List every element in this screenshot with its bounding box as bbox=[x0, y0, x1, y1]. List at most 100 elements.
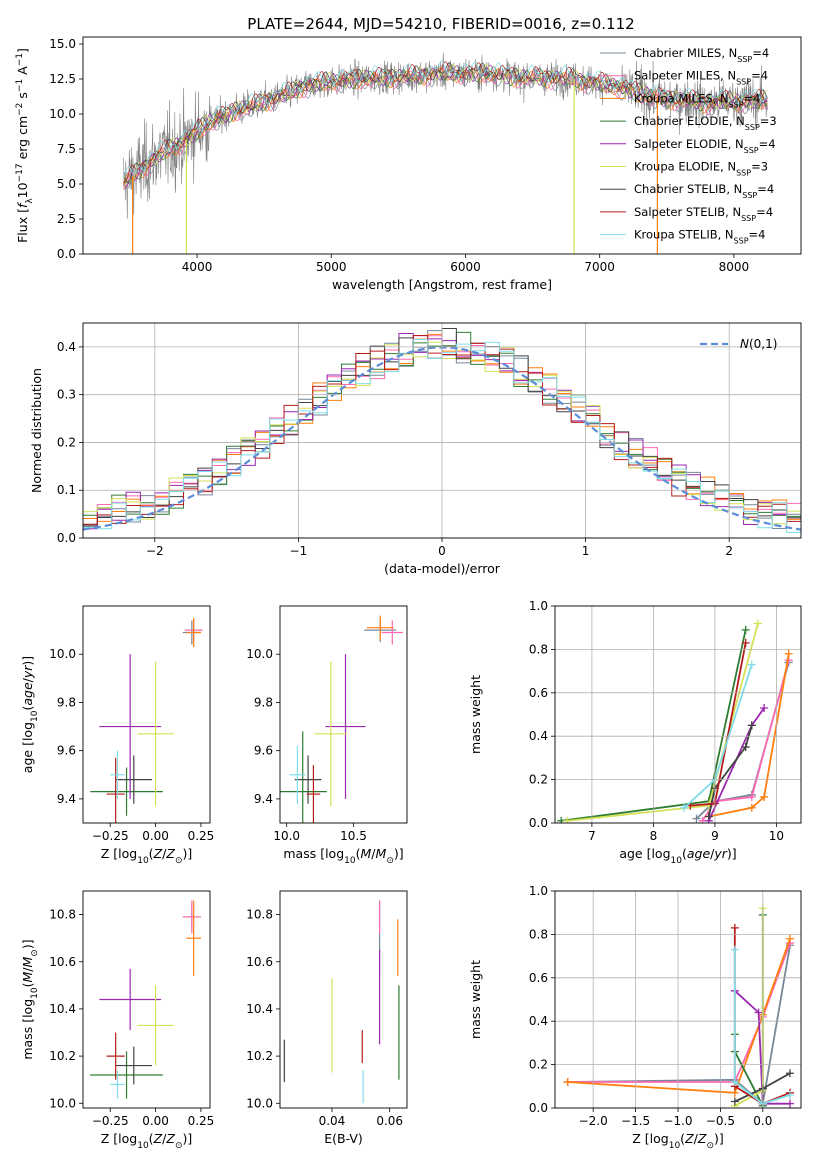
y-tick-label: 0.6 bbox=[529, 686, 548, 700]
mass-weight-marker-2 bbox=[785, 934, 794, 943]
label-part: )] bbox=[182, 846, 192, 861]
legend-label-part: =4 bbox=[751, 69, 768, 83]
legend-label-4: Salpeter ELODIE, NSSP=4 bbox=[634, 137, 776, 155]
x-axis-label: age [log10(age/yr)] bbox=[619, 846, 736, 866]
label-part: age bbox=[20, 682, 35, 706]
label-part: / bbox=[162, 846, 167, 861]
mass-weight-marker-2 bbox=[563, 1077, 572, 1086]
x-tick-label: 2 bbox=[725, 544, 733, 558]
legend-label-part: =4 bbox=[744, 91, 761, 105]
legend-label-part: =4 bbox=[749, 228, 766, 242]
mass-weight-line-8 bbox=[733, 949, 791, 1105]
legend-label-part: N bbox=[740, 337, 749, 351]
label-part: age [log bbox=[619, 846, 670, 861]
label-part: λ bbox=[25, 198, 35, 204]
legend-label-part: Kroupa MILES, N bbox=[634, 91, 729, 105]
label-part: M bbox=[20, 972, 35, 983]
legend-label-part: Chabrier ELODIE, N bbox=[634, 114, 745, 128]
mass-weight-marker-6 bbox=[730, 1097, 739, 1106]
y-tick-label: 12.5 bbox=[49, 72, 76, 86]
y-tick-label: 9.4 bbox=[254, 792, 273, 806]
x-tick-label: 10 bbox=[769, 829, 784, 843]
plot-area bbox=[90, 900, 201, 1099]
mass-weight-marker-1 bbox=[747, 792, 756, 801]
mass-weight-line-5 bbox=[734, 908, 764, 1107]
y-tick-label: 1.0 bbox=[529, 599, 548, 613]
label-part: −2 bbox=[15, 103, 25, 116]
mass-weight-line-0 bbox=[567, 945, 791, 1106]
x-axis-label: E(B-V) bbox=[324, 1131, 363, 1146]
label-part: 10 bbox=[669, 1141, 681, 1151]
y-tick-label: 0.0 bbox=[529, 816, 548, 830]
legend-label-part: SSP bbox=[741, 213, 756, 222]
y-tick-label: 10.2 bbox=[49, 1049, 76, 1063]
x-tick-label: 0.00 bbox=[142, 829, 169, 843]
spectrum-panel: 4000 5000 6000 7000 8000 0.0 2.5 5.0 7.5 10.0 12.5… bbox=[15, 36, 802, 292]
label-part: age bbox=[687, 846, 711, 861]
label-part: 10 bbox=[137, 1141, 149, 1151]
y-axis-label: Normed distribution bbox=[29, 368, 44, 493]
y-axis-label: mass [log10(M/M⊙)] bbox=[20, 939, 40, 1059]
legend-label-part: SSP bbox=[736, 77, 751, 86]
x-tick-label: −1.0 bbox=[663, 1114, 692, 1128]
label-part: f bbox=[15, 202, 30, 208]
x-tick-label: 10.5 bbox=[340, 829, 367, 843]
label-part: Normed distribution bbox=[29, 368, 44, 493]
y-axis-label: mass weight bbox=[468, 960, 483, 1039]
x-tick-label: 10.0 bbox=[273, 829, 300, 843]
legend-label-normal: N(0,1) bbox=[740, 337, 777, 351]
legend-label-part: Salpeter MILES, N bbox=[634, 69, 736, 83]
legend-label-0: Chabrier MILES, NSSP=4 bbox=[634, 46, 769, 64]
mass-weight-marker-8 bbox=[785, 1090, 794, 1099]
model-spectrum-0 bbox=[123, 69, 768, 190]
label-part: )] bbox=[20, 939, 35, 949]
y-tick-label: 10.0 bbox=[49, 1096, 76, 1110]
mass-weight-marker-8 bbox=[730, 945, 739, 954]
label-part: Z bbox=[697, 1131, 707, 1146]
label-part: Z [log bbox=[101, 846, 137, 861]
y-tick-label: 7.5 bbox=[57, 142, 76, 156]
x-tick-label: 8000 bbox=[719, 260, 750, 274]
x-tick-label: −0.5 bbox=[706, 1114, 735, 1128]
y-tick-label: 0.4 bbox=[57, 340, 76, 354]
legend-label-8: Kroupa STELIB, NSSP=4 bbox=[634, 228, 765, 246]
x-tick-label: 7 bbox=[588, 829, 596, 843]
mass-weight-marker-3 bbox=[741, 625, 750, 634]
x-tick-label: −2.0 bbox=[579, 1114, 608, 1128]
y-tick-label: 9.4 bbox=[57, 792, 76, 806]
legend-label-7: Salpeter STELIB, NSSP=4 bbox=[634, 205, 773, 223]
axes-frame bbox=[82, 36, 802, 255]
residuals-panel: −2 −1 0 1 2 0.0 0.1 0.2 0.3 0.4 (data-model)/error… bbox=[29, 322, 802, 576]
y-tick-label: 10.0 bbox=[49, 647, 76, 661]
model-spectrum-3 bbox=[123, 66, 768, 185]
label-part: Z [log bbox=[101, 1131, 137, 1146]
label-part: mass [log bbox=[20, 999, 35, 1060]
label-part: yr bbox=[713, 846, 727, 861]
y-tick-label: 10.4 bbox=[49, 1002, 76, 1016]
y-tick-label: 9.6 bbox=[57, 744, 76, 758]
y-tick-label: 9.8 bbox=[254, 695, 273, 709]
x-tick-label: −0.25 bbox=[92, 1114, 129, 1128]
x-tick-label: 0.25 bbox=[188, 829, 215, 843]
label-part: mass [log bbox=[283, 846, 344, 861]
mass-weight-marker-4 bbox=[754, 1008, 763, 1017]
axes-frame bbox=[279, 890, 408, 1109]
x-tick-label: −1 bbox=[290, 544, 308, 558]
label-part: / bbox=[162, 1131, 167, 1146]
legend-label-part: SSP bbox=[737, 55, 752, 64]
x-tick-label: 4000 bbox=[182, 260, 213, 274]
legend-label-part: SSP bbox=[734, 236, 749, 245]
x-tick-label: 7000 bbox=[584, 260, 615, 274]
label-part: age [log bbox=[20, 722, 35, 773]
y-tick-label: 2.5 bbox=[57, 212, 76, 226]
x-tick-label: 6000 bbox=[450, 260, 481, 274]
mass-weight-marker-6 bbox=[785, 1069, 794, 1078]
plot-area bbox=[563, 904, 794, 1108]
label-part: s bbox=[15, 92, 30, 103]
label-part: −1 bbox=[15, 53, 25, 66]
model-spectrum-7 bbox=[123, 61, 768, 183]
legend-label-part: =3 bbox=[751, 160, 768, 174]
x-tick-label: 8 bbox=[650, 829, 658, 843]
x-tick-label: 0.06 bbox=[376, 1114, 403, 1128]
